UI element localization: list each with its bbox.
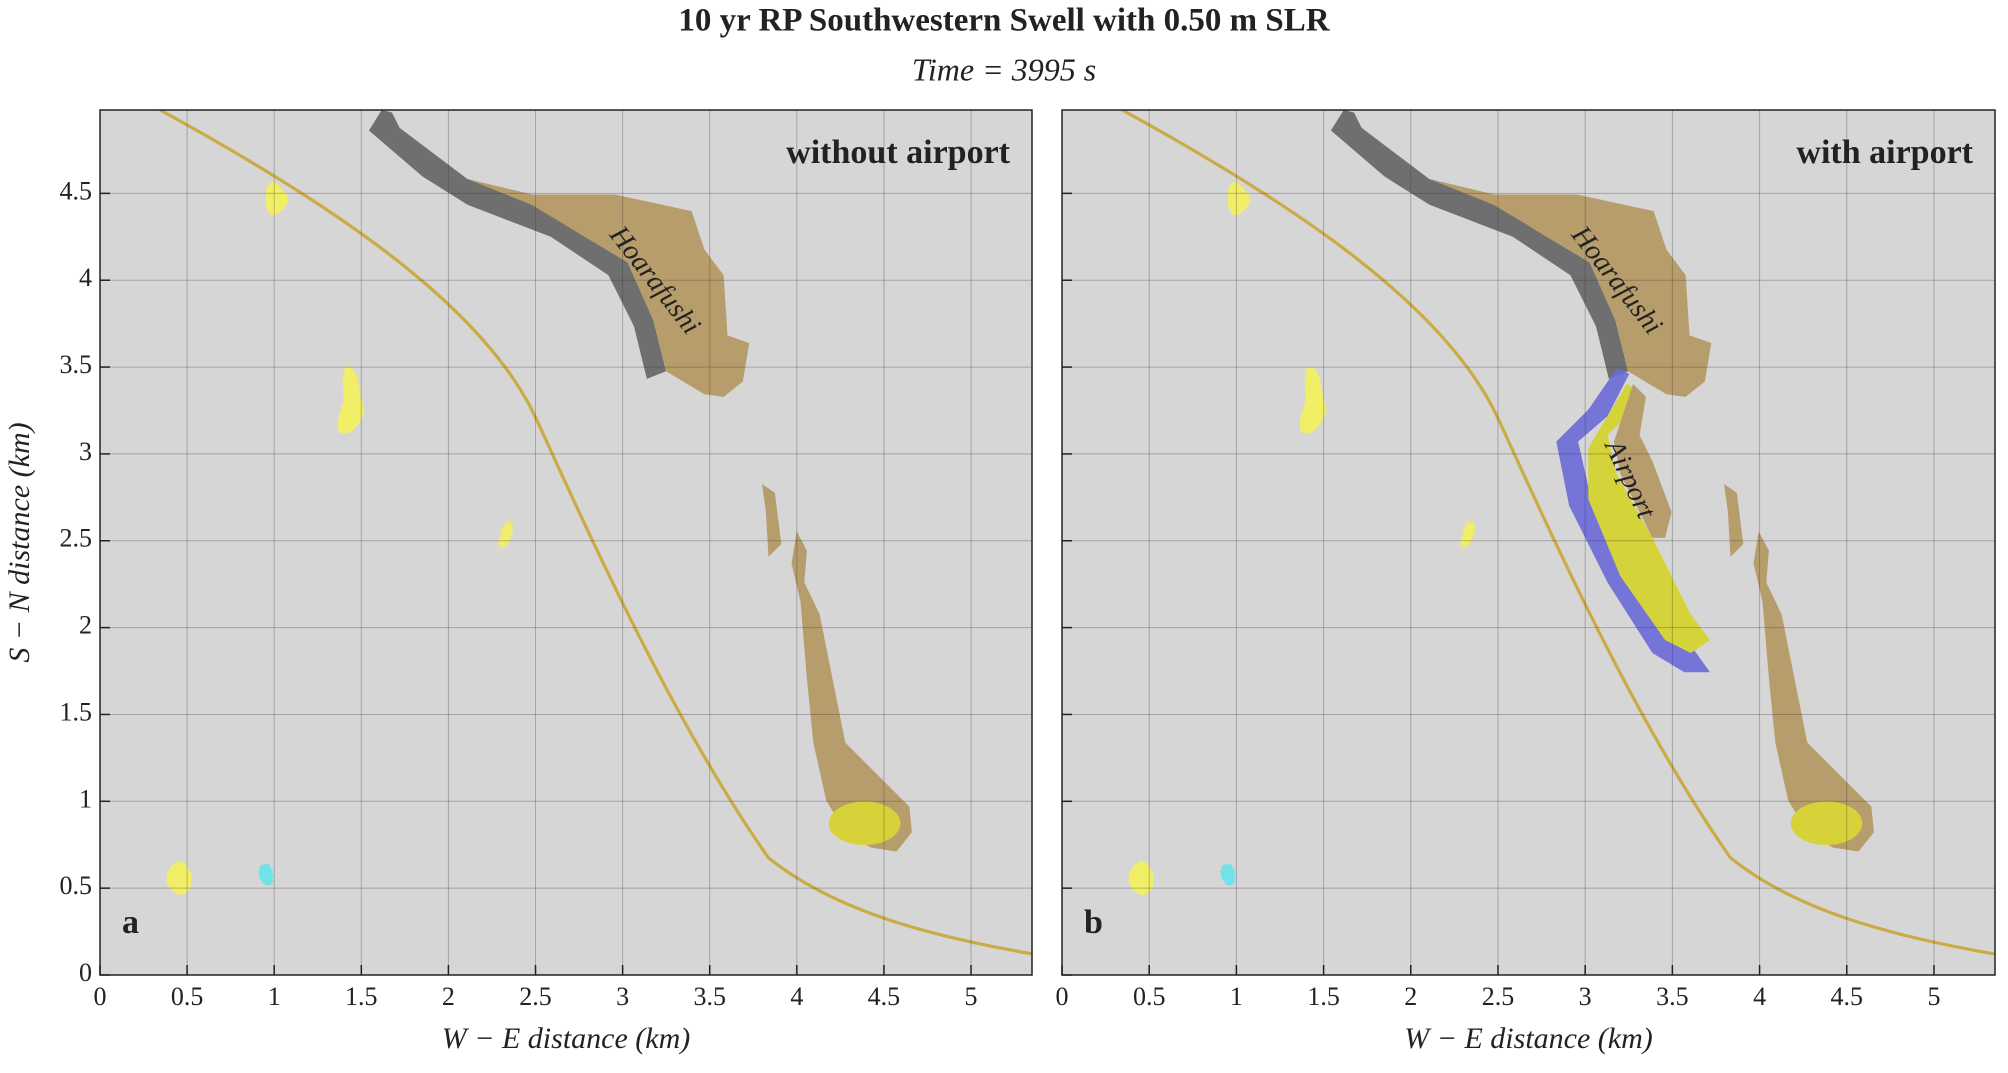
wave-front bbox=[1121, 110, 1995, 956]
x-tick-label: 1.5 bbox=[345, 982, 378, 1011]
x-tick-label: 0.5 bbox=[171, 982, 204, 1011]
x-tick-label: 3 bbox=[1579, 982, 1592, 1011]
y-tick-label: 0 bbox=[79, 958, 92, 987]
map-panel: Hoarafushi 0 0.5 1 1.5 2 2.5 3 3.5 4 4.5 5 0 0.5 1 1.5 2… bbox=[3, 109, 1033, 1055]
figure-subtitle: Time = 3995 s bbox=[912, 51, 1096, 87]
x-axis-label: W − E distance (km) bbox=[1404, 1022, 1653, 1055]
y-tick-label: 2 bbox=[79, 611, 92, 640]
frame bbox=[1061, 109, 1996, 976]
y-tick-label: 1 bbox=[79, 784, 92, 813]
x-tick-label: 0 bbox=[94, 982, 107, 1011]
x-tick-label: 0.5 bbox=[1133, 982, 1166, 1011]
panel-label: b bbox=[1084, 904, 1103, 941]
x-tick-label: 1.5 bbox=[1307, 982, 1340, 1011]
x-tick-label: 5 bbox=[1927, 982, 1940, 1011]
y-tick-label: 3.5 bbox=[60, 350, 93, 379]
x-tick-label: 3.5 bbox=[1656, 982, 1689, 1011]
panel-label: a bbox=[122, 904, 139, 941]
x-axis-label: W − E distance (km) bbox=[442, 1022, 691, 1055]
x-tick-label: 3 bbox=[616, 982, 629, 1011]
x-tick-label: 0 bbox=[1056, 982, 1069, 1011]
x-tick-label: 3.5 bbox=[693, 982, 726, 1011]
x-tick-label: 4 bbox=[790, 982, 803, 1011]
x-tick-label: 4 bbox=[1753, 982, 1766, 1011]
frame bbox=[99, 109, 1033, 976]
x-tick-label: 5 bbox=[965, 982, 978, 1011]
x-tick-label: 2.5 bbox=[519, 982, 552, 1011]
x-tick-label: 2 bbox=[442, 982, 455, 1011]
y-axis-label: S − N distance (km) bbox=[3, 422, 36, 662]
y-tick-label: 4.5 bbox=[60, 176, 93, 205]
x-tick-label: 1 bbox=[268, 982, 281, 1011]
x-tick-label: 1 bbox=[1230, 982, 1243, 1011]
y-tick-label: 3 bbox=[79, 437, 92, 466]
wave-front bbox=[159, 110, 1032, 956]
x-tick-label: 2 bbox=[1404, 982, 1417, 1011]
x-tick-label: 2.5 bbox=[1482, 982, 1515, 1011]
panel-title: with airport bbox=[1796, 134, 1973, 171]
y-tick-label: 1.5 bbox=[60, 697, 93, 726]
y-tick-label: 4 bbox=[79, 263, 92, 292]
x-tick-label: 4.5 bbox=[1831, 982, 1864, 1011]
y-tick-label: 2.5 bbox=[60, 524, 93, 553]
figure-title: 10 yr RP Southwestern Swell with 0.50 m … bbox=[678, 3, 1330, 39]
x-tick-label: 4.5 bbox=[868, 982, 901, 1011]
field: Hoarafushi bbox=[100, 110, 1032, 975]
panel-title: without airport bbox=[786, 134, 1011, 171]
y-tick-label: 0.5 bbox=[60, 871, 93, 900]
